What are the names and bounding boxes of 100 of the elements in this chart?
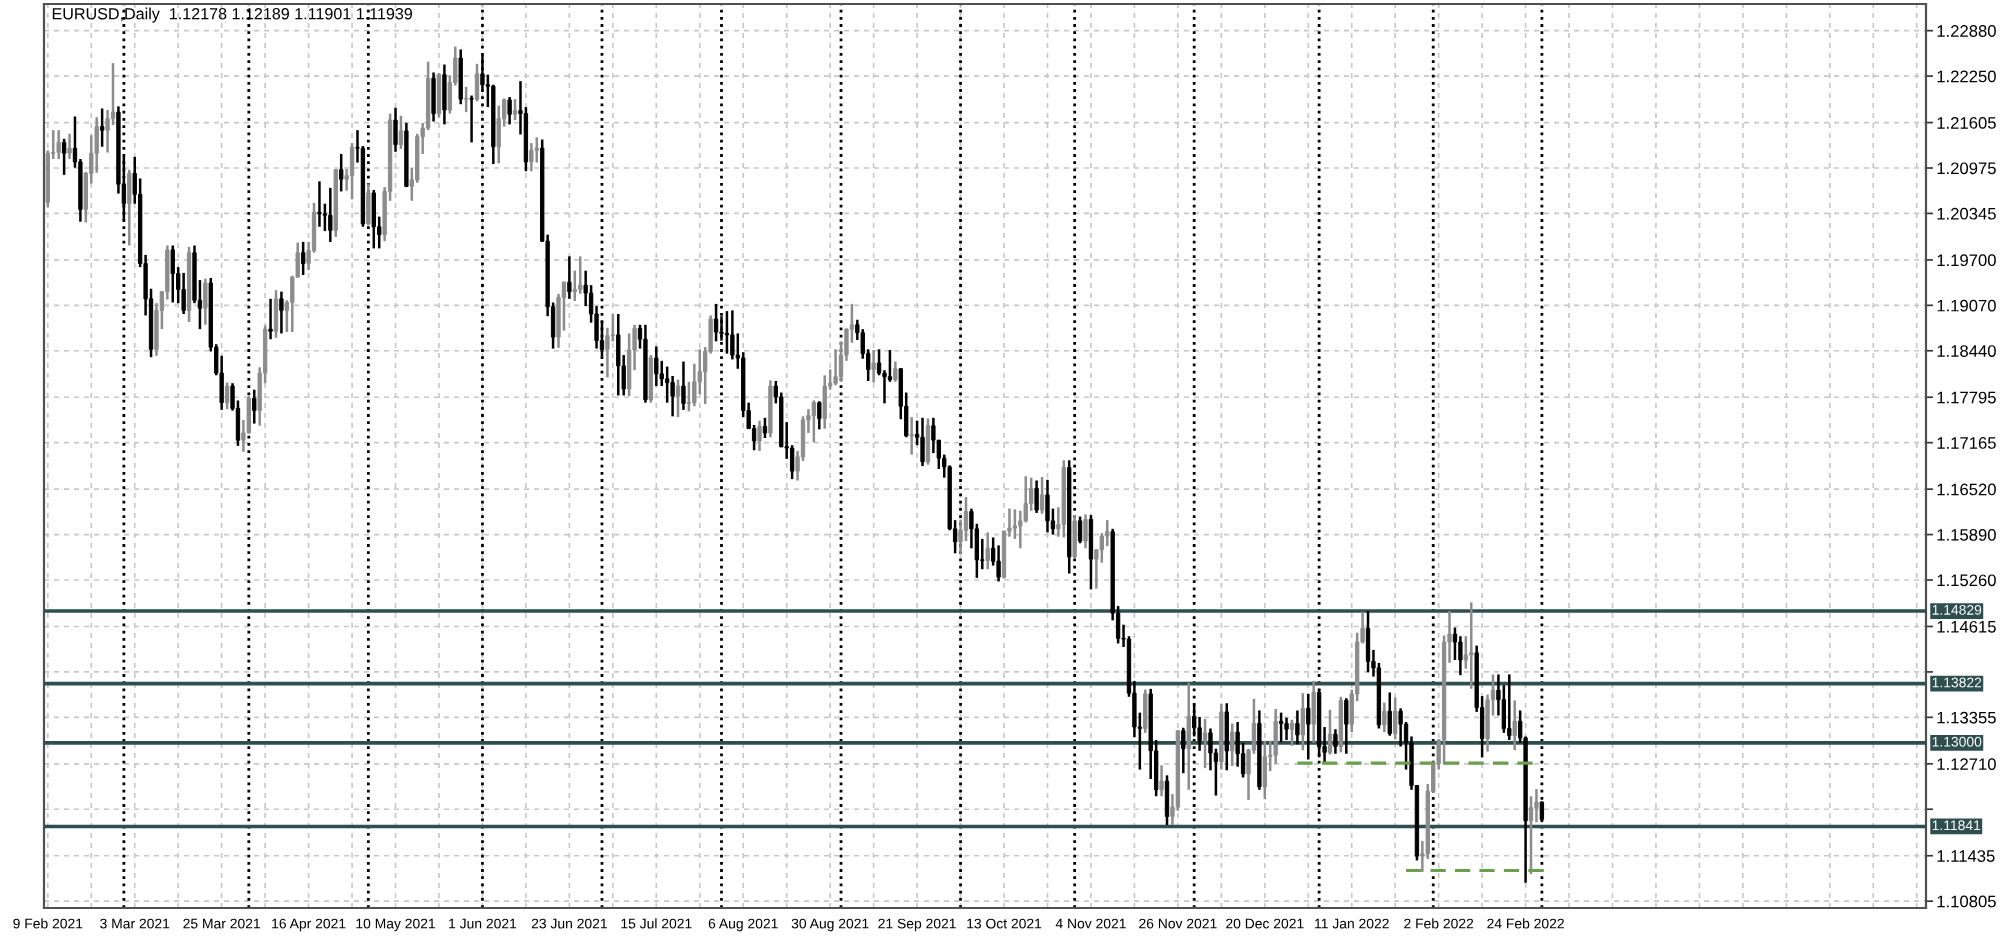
candlestick <box>920 416 925 468</box>
candlestick <box>1077 515 1083 545</box>
candlestick <box>1387 691 1392 737</box>
y-tick-label: 1.22880 <box>1937 25 1996 37</box>
y-tick-label: 1.17795 <box>1937 391 1996 404</box>
candlestick <box>512 97 518 122</box>
candlestick <box>1327 708 1333 756</box>
y-tick-label: 1.13355 <box>1937 711 1996 724</box>
candlestick <box>1469 601 1474 691</box>
y-tick-label: 1.21605 <box>1937 116 1996 129</box>
candlestick <box>985 531 990 571</box>
candlestick <box>67 132 72 161</box>
candlestick <box>398 114 404 151</box>
y-tick-label: 1.12710 <box>1937 758 1996 771</box>
candlestick <box>1344 696 1349 755</box>
candlestick <box>909 415 914 456</box>
candlestick <box>469 94 474 144</box>
candlestick <box>1143 688 1148 735</box>
candlestick <box>1458 634 1463 677</box>
candlestick <box>431 71 436 123</box>
candlestick <box>1528 795 1534 876</box>
y-tick-label: 1.20345 <box>1937 207 1996 220</box>
candlestick <box>1382 701 1387 734</box>
candlestick <box>1289 718 1295 748</box>
candlestick <box>268 297 273 341</box>
candlestick <box>534 136 539 164</box>
candlestick <box>1278 711 1284 744</box>
y-tick-label: 1.15890 <box>1937 528 1996 541</box>
candlestick <box>1181 726 1186 775</box>
y-tick-label: 1.16520 <box>1937 483 1996 496</box>
candlestick <box>833 348 838 387</box>
candlestick <box>730 309 735 361</box>
candlestick <box>317 180 322 229</box>
candlestick <box>273 288 279 340</box>
candlestick <box>1311 679 1316 745</box>
candlestick <box>170 244 175 304</box>
y-tick-label: 1.14615 <box>1937 620 1996 633</box>
candlestick <box>931 416 936 455</box>
candlestick <box>1284 716 1289 742</box>
candlestick <box>279 290 284 335</box>
candlestick <box>1224 702 1229 772</box>
candlestick <box>567 255 572 301</box>
candlestick <box>436 71 442 119</box>
candlestick <box>1202 717 1208 770</box>
candlestick <box>1512 699 1517 752</box>
y-tick-label: 1.11435 <box>1937 850 1995 862</box>
y-tick-label: 1.19070 <box>1937 299 1996 312</box>
candlestick <box>1034 479 1039 515</box>
y-tick-label: 1.18440 <box>1937 345 1996 357</box>
candlestick <box>496 104 501 165</box>
candlestick <box>529 141 534 173</box>
y-tick-label: 1.19700 <box>1937 254 1996 267</box>
candlestick <box>224 381 230 411</box>
candlestick <box>1333 727 1338 755</box>
candlestick <box>1159 764 1164 798</box>
candlestick <box>648 353 654 404</box>
candlestick <box>1338 695 1344 754</box>
candlestick <box>127 168 132 247</box>
candlestick <box>1295 709 1300 746</box>
candlestick <box>681 360 686 412</box>
candlestick <box>1018 509 1023 550</box>
candlestick <box>1507 673 1512 742</box>
y-tick-label: 1.17165 <box>1937 437 1996 449</box>
candlestick <box>871 348 876 384</box>
candlestick <box>1045 478 1050 534</box>
candlestick <box>463 85 469 114</box>
candlestick <box>61 137 67 177</box>
candlestick <box>1083 513 1088 550</box>
candlestick <box>654 345 659 388</box>
candlestick <box>996 544 1001 583</box>
candlestick <box>442 63 447 126</box>
y-tick-label: 1.22250 <box>1937 70 1996 83</box>
candlestick <box>1393 696 1398 741</box>
candlestick <box>1186 681 1191 792</box>
candlestick <box>203 277 208 327</box>
candlestick <box>1164 774 1170 827</box>
candlestick <box>300 240 306 277</box>
candlestick <box>768 379 773 439</box>
candlestick <box>1230 722 1235 768</box>
candlestick <box>458 48 463 106</box>
candlestick <box>811 399 817 444</box>
candlestick <box>822 374 827 430</box>
chart-title: EURUSD,Daily 1.12178 1.12189 1.11901 1.11939 <box>52 7 413 23</box>
candlestick <box>1262 739 1267 801</box>
candlestick <box>616 312 621 397</box>
y-tick-label: 1.15260 <box>1937 574 1996 587</box>
candlestick <box>670 374 675 418</box>
candlestick <box>578 255 583 296</box>
candlestick <box>1365 609 1371 674</box>
y-tick-label: 1.10805 <box>1937 895 1996 908</box>
candlestick <box>817 399 822 431</box>
candlestick <box>675 378 681 419</box>
candlestick <box>893 360 898 383</box>
candlestick <box>1012 508 1018 541</box>
candlestick <box>56 128 61 161</box>
candlestick <box>1088 513 1094 591</box>
candlestick <box>1039 475 1045 515</box>
candlestick <box>1300 691 1306 752</box>
candlestick <box>181 271 186 316</box>
candlestick <box>757 419 762 453</box>
